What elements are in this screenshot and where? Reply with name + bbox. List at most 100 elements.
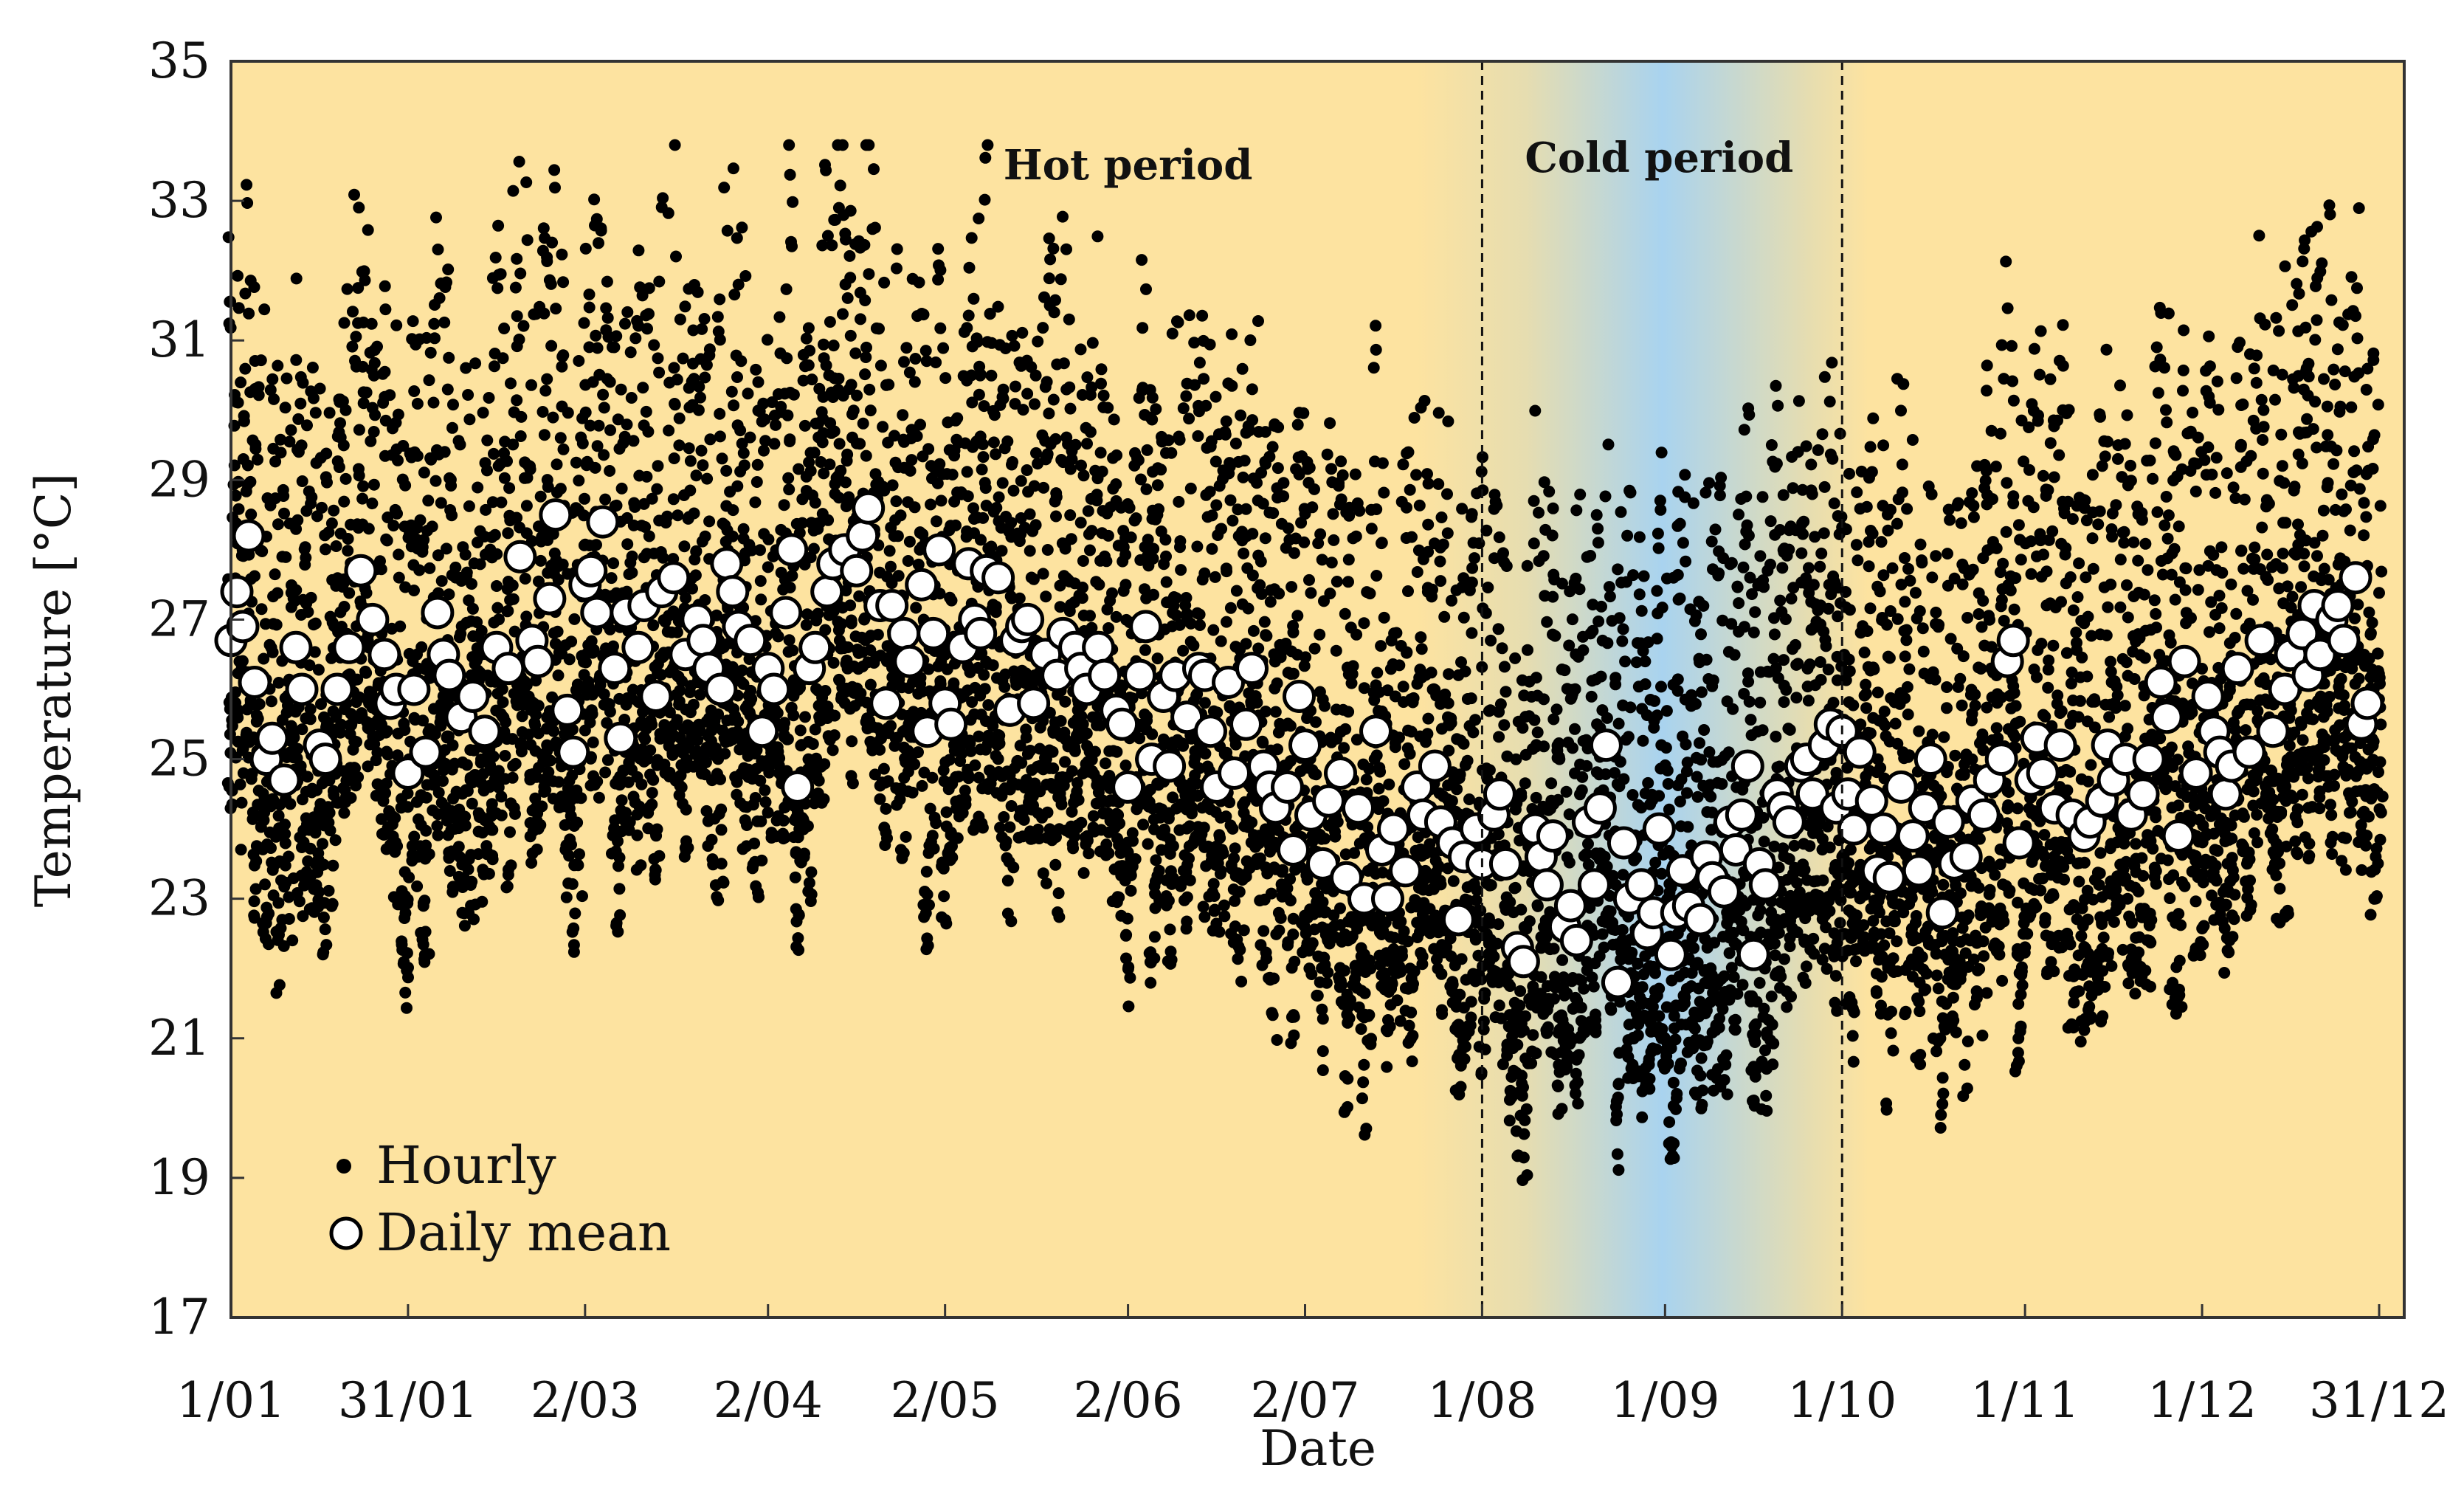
- hourly-point: [605, 572, 618, 585]
- hourly-point: [1127, 835, 1139, 847]
- hourly-point: [1077, 582, 1088, 593]
- hourly-point: [718, 182, 731, 194]
- hourly-point: [290, 354, 303, 366]
- hourly-point: [1091, 489, 1103, 501]
- hourly-point: [252, 712, 264, 725]
- hourly-point: [1162, 434, 1175, 447]
- hourly-point: [1358, 617, 1370, 630]
- hourly-point: [500, 716, 512, 728]
- hourly-point: [734, 424, 747, 437]
- hourly-point: [509, 807, 521, 820]
- hourly-point: [489, 360, 500, 373]
- hourly-point: [1226, 514, 1239, 527]
- hourly-point: [516, 710, 528, 723]
- hourly-point: [728, 289, 741, 301]
- hourly-point: [313, 886, 325, 898]
- hourly-point: [804, 895, 817, 907]
- hourly-point: [878, 276, 891, 289]
- hourly-point: [338, 807, 351, 819]
- hourly-point: [477, 407, 489, 419]
- hourly-point: [1325, 463, 1337, 475]
- hourly-point: [737, 523, 750, 535]
- hourly-point: [671, 373, 683, 386]
- hourly-point: [588, 193, 601, 206]
- hourly-point: [1183, 413, 1195, 425]
- hourly-point: [239, 287, 252, 300]
- hourly-point: [1401, 501, 1412, 514]
- hourly-point: [1314, 528, 1327, 540]
- hourly-point: [590, 539, 602, 551]
- hourly-point: [584, 419, 596, 432]
- hourly-point: [1422, 518, 1435, 531]
- hourly-point: [673, 412, 686, 424]
- hourly-point: [979, 193, 991, 206]
- hourly-point: [1282, 522, 1294, 534]
- hourly-point: [1119, 548, 1132, 561]
- hourly-point: [897, 847, 910, 859]
- hourly-point: [932, 243, 945, 255]
- hourly-point: [279, 819, 291, 831]
- hourly-point: [1265, 887, 1277, 900]
- hourly-point: [993, 729, 1006, 742]
- hourly-point: [1048, 306, 1060, 319]
- hourly-point: [269, 568, 281, 581]
- hourly-point: [1072, 793, 1085, 806]
- hourly-point: [1102, 622, 1115, 634]
- hourly-point: [1095, 363, 1108, 376]
- hourly-point: [587, 736, 599, 748]
- hourly-point: [1009, 398, 1021, 410]
- hourly-point: [320, 939, 333, 951]
- hourly-point: [1065, 533, 1077, 545]
- hourly-point: [493, 613, 505, 626]
- hourly-point: [392, 454, 404, 466]
- hourly-point: [441, 276, 452, 289]
- hourly-point: [1130, 512, 1142, 525]
- hourly-point: [731, 232, 743, 244]
- hourly-point: [773, 311, 786, 323]
- hourly-point: [1007, 484, 1020, 497]
- hourly-point: [401, 897, 414, 909]
- hourly-point: [783, 483, 796, 496]
- hourly-point: [962, 309, 975, 322]
- hourly-point: [1160, 576, 1173, 588]
- hourly-point: [1122, 1000, 1135, 1013]
- hourly-point: [1320, 976, 1333, 989]
- hourly-point: [573, 475, 585, 487]
- hourly-point: [357, 480, 370, 492]
- hourly-point: [1442, 415, 1454, 427]
- hourly-point: [714, 334, 726, 346]
- hourly-point: [295, 439, 308, 452]
- hourly-point: [408, 830, 421, 843]
- hourly-point: [975, 534, 987, 546]
- hourly-point: [793, 944, 805, 957]
- hourly-point: [860, 351, 872, 363]
- hourly-point: [1404, 483, 1416, 496]
- hourly-point: [608, 341, 621, 354]
- hourly-point: [948, 677, 960, 689]
- hourly-point: [460, 759, 473, 771]
- hourly-point: [1331, 816, 1344, 828]
- hourly-point: [1305, 587, 1317, 599]
- hourly-point: [948, 449, 961, 462]
- hourly-point: [1155, 464, 1167, 476]
- hourly-point: [1006, 329, 1018, 342]
- hourly-point: [334, 417, 346, 430]
- hourly-point: [1057, 357, 1070, 370]
- hourly-point: [779, 717, 791, 729]
- hourly-point: [585, 635, 598, 647]
- hourly-point: [951, 832, 964, 844]
- hourly-point: [253, 698, 266, 710]
- hourly-point: [567, 945, 580, 958]
- hourly-point: [619, 317, 631, 330]
- hourly-point: [280, 372, 293, 385]
- hourly-point: [495, 790, 508, 803]
- hourly-point: [1260, 946, 1272, 959]
- hourly-point: [1059, 695, 1071, 708]
- hourly-point: [365, 435, 377, 447]
- hourly-point: [244, 475, 257, 488]
- hourly-point: [1246, 569, 1259, 582]
- hourly-point: [391, 749, 404, 762]
- hourly-point: [697, 459, 709, 472]
- hourly-point: [762, 561, 774, 573]
- hourly-point: [684, 686, 697, 698]
